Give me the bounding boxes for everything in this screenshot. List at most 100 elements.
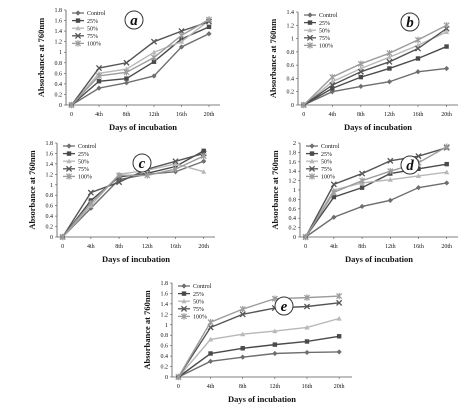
x-tick-label: 4th bbox=[330, 244, 338, 250]
y-tick-label: 1.2 bbox=[55, 40, 63, 46]
data-point-1-5 bbox=[206, 24, 212, 30]
data-point-1-1 bbox=[96, 79, 102, 84]
data-point-4-2 bbox=[123, 69, 130, 76]
data-point-0-5 bbox=[201, 158, 207, 164]
data-point-0-1 bbox=[331, 214, 337, 220]
data-point-4-1 bbox=[87, 199, 94, 207]
legend-label: 25% bbox=[319, 21, 330, 27]
data-point-4-4 bbox=[303, 294, 311, 301]
data-point-2-5 bbox=[443, 29, 450, 35]
data-point-0-3 bbox=[387, 197, 393, 203]
data-point-4-1 bbox=[95, 72, 103, 80]
data-point-2-4 bbox=[304, 324, 310, 330]
legend-label: Control bbox=[87, 11, 106, 17]
y-tick-label: 1.6 bbox=[46, 151, 54, 157]
legend-marker bbox=[66, 143, 72, 149]
y-tick-label: 0.4 bbox=[161, 354, 169, 360]
data-point-3-3 bbox=[386, 58, 393, 65]
y-tick-label: 1.4 bbox=[46, 162, 54, 168]
chart-panel-b: 0 0.2 0.4 0.6 0.8 1 1.2 1.4 0 4th 8th 12th 16th 20th D… bbox=[268, 10, 458, 132]
legend-label: 100% bbox=[78, 175, 92, 181]
y-tick-label: 1 bbox=[291, 37, 294, 43]
data-point-2-5 bbox=[201, 169, 207, 174]
series-line-4 bbox=[303, 24, 447, 106]
x-tick-label: 16th bbox=[413, 112, 424, 118]
data-point-0-1 bbox=[96, 85, 102, 91]
x-tick-label: 0 bbox=[70, 112, 73, 118]
legend-marker bbox=[180, 313, 188, 320]
legend-marker bbox=[181, 283, 187, 289]
data-point-0-2 bbox=[123, 80, 130, 86]
data-point-3-1 bbox=[330, 181, 337, 188]
panel-letter-badge bbox=[400, 155, 420, 175]
y-tick-label: 1.8 bbox=[161, 281, 169, 287]
legend-label: Control bbox=[193, 284, 212, 290]
panel-letter: c bbox=[139, 156, 146, 172]
x-tick-label: 12th bbox=[385, 244, 396, 250]
data-point-2-3 bbox=[387, 177, 393, 182]
x-tick-label: 8th bbox=[357, 112, 365, 118]
legend-label: 75% bbox=[319, 36, 330, 42]
legend-label: 100% bbox=[321, 175, 335, 181]
x-axis-title: Days of incubation bbox=[344, 122, 412, 132]
x-tick-label: 12th bbox=[270, 384, 281, 390]
data-point-3-1 bbox=[87, 189, 94, 196]
data-point-4-2 bbox=[357, 60, 364, 68]
data-point-0-1 bbox=[207, 358, 214, 364]
data-point-1-4 bbox=[304, 339, 310, 344]
series-line-1 bbox=[303, 45, 447, 106]
x-tick-label: 16th bbox=[170, 244, 181, 250]
data-point-4-5 bbox=[200, 152, 207, 160]
x-tick-label: 0 bbox=[302, 112, 305, 118]
data-point-3-2 bbox=[123, 59, 130, 66]
data-point-0-5 bbox=[443, 65, 450, 72]
x-axis-title: Days of incubation bbox=[109, 122, 177, 132]
data-point-2-5 bbox=[336, 315, 342, 321]
x-tick-label: 8th bbox=[115, 244, 123, 250]
y-tick-label: 1.2 bbox=[289, 179, 297, 185]
data-point-2-1 bbox=[207, 336, 214, 342]
x-tick-label: 16th bbox=[413, 244, 424, 250]
y-tick-label: 1.4 bbox=[289, 169, 297, 175]
legend-label: 25% bbox=[87, 19, 98, 25]
legend-marker bbox=[75, 18, 81, 23]
y-tick-label: 0 bbox=[59, 103, 62, 109]
series-line-0 bbox=[178, 351, 340, 378]
data-point-4-1 bbox=[329, 73, 336, 81]
panel-letter: b bbox=[406, 15, 414, 31]
panel-letter: a bbox=[130, 13, 138, 29]
data-point-0-2 bbox=[358, 83, 364, 89]
data-point-4-1 bbox=[330, 189, 337, 196]
legend-marker bbox=[307, 12, 313, 18]
y-tick-label: 1.6 bbox=[289, 160, 297, 166]
panel-letter-badge bbox=[124, 10, 144, 30]
data-point-1-5 bbox=[201, 148, 206, 154]
series-line-4 bbox=[62, 155, 205, 238]
data-point-0-4 bbox=[415, 69, 421, 75]
x-tick-label: 4th bbox=[328, 112, 336, 118]
legend-marker bbox=[75, 10, 81, 16]
data-point-0-4 bbox=[415, 185, 422, 191]
y-tick-label: 0.6 bbox=[161, 344, 169, 350]
data-point-4-2 bbox=[359, 177, 366, 184]
legend-marker bbox=[306, 34, 314, 41]
legend-label: 25% bbox=[321, 152, 332, 158]
data-point-0-2 bbox=[359, 203, 365, 210]
y-tick-label: 1 bbox=[293, 188, 296, 194]
data-point-4-3 bbox=[386, 49, 393, 57]
x-tick-label: 12th bbox=[149, 112, 160, 118]
y-tick-label: 2 bbox=[293, 141, 296, 147]
data-point-4-4 bbox=[172, 165, 179, 173]
x-tick-label: 0 bbox=[304, 244, 307, 250]
series-line-2 bbox=[305, 171, 447, 238]
data-point-2-3 bbox=[151, 49, 157, 55]
legend-label: 25% bbox=[78, 152, 89, 158]
data-point-2-4 bbox=[172, 161, 179, 166]
series-line-0 bbox=[305, 182, 447, 238]
data-point-2-1 bbox=[329, 79, 335, 84]
legend-marker bbox=[309, 143, 315, 149]
y-tick-label: 1.8 bbox=[289, 150, 297, 156]
data-point-1-3 bbox=[387, 66, 392, 71]
y-tick-label: 0 bbox=[291, 103, 294, 109]
